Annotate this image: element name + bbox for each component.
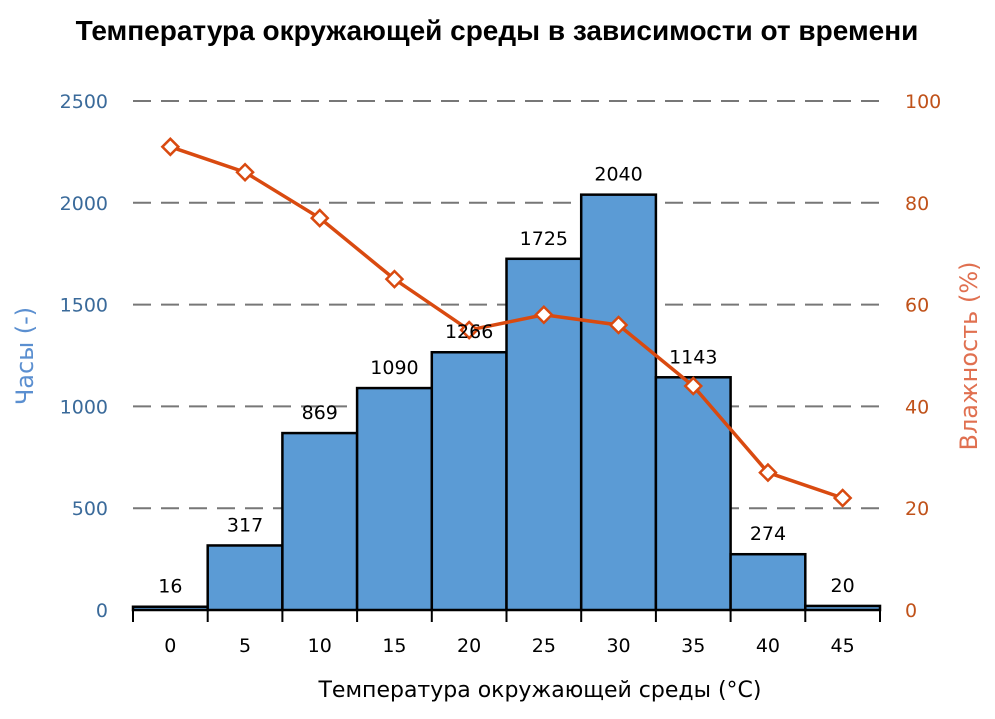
labels: 0500100015002000250002040608010016317869… <box>60 91 942 657</box>
bar <box>579 193 658 612</box>
bar <box>206 544 284 612</box>
humidity-point <box>534 305 554 325</box>
bar <box>729 552 807 612</box>
humidity-point <box>758 462 778 483</box>
humidity-point <box>384 269 405 289</box>
chart-title: Температура окружающей среды в зависимос… <box>76 15 919 46</box>
axes <box>132 609 881 622</box>
y2-tick-label: 100 <box>905 91 941 113</box>
y-axis-label: Часы (-) <box>11 307 39 405</box>
data-label: 274 <box>750 523 786 545</box>
data-label: 317 <box>227 514 263 536</box>
y2-tick-label: 0 <box>905 600 917 622</box>
y-tick-label: 500 <box>72 498 108 520</box>
data-label: 1725 <box>520 228 568 250</box>
y2-tick-label: 60 <box>905 295 929 317</box>
data-label: 1143 <box>669 346 717 368</box>
data-label: 869 <box>302 402 338 424</box>
y-tick-label: 0 <box>96 600 108 622</box>
humidity-line-path <box>169 145 844 500</box>
y-tick-label: 1000 <box>60 396 108 418</box>
x-tick-label: 5 <box>239 635 251 657</box>
humidity-point <box>683 376 704 396</box>
humidity-point <box>832 488 853 508</box>
x-tick-label: 15 <box>382 635 406 657</box>
x-tick-label: 20 <box>457 635 481 657</box>
y-tick-label: 2500 <box>60 91 108 113</box>
humidity-point <box>459 320 479 340</box>
x-tick-label: 0 <box>164 635 176 657</box>
humidity-line <box>160 137 853 508</box>
y2-tick-label: 40 <box>905 396 929 418</box>
bars <box>131 193 882 612</box>
data-label: 16 <box>158 576 182 598</box>
humidity-point <box>309 208 330 228</box>
bar <box>281 431 359 612</box>
y2-tick-label: 20 <box>905 498 929 520</box>
y-tick-label: 2000 <box>60 193 108 215</box>
x-axis-label: Температура окружающей среды (°C) <box>317 678 761 703</box>
bar <box>355 386 434 612</box>
x-tick-label: 25 <box>532 635 556 657</box>
x-tick-label: 45 <box>831 635 855 657</box>
y2-tick-label: 80 <box>905 193 929 215</box>
x-tick-label: 30 <box>606 635 630 657</box>
humidity-point <box>608 315 629 335</box>
bar <box>654 376 732 612</box>
data-label: 1266 <box>445 321 493 343</box>
y-tick-label: 1500 <box>60 295 108 317</box>
y2-axis-label: Влажность (%) <box>955 262 983 451</box>
humidity-point <box>160 137 181 157</box>
x-tick-label: 40 <box>756 635 780 657</box>
x-tick-label: 10 <box>308 635 332 657</box>
data-label: 20 <box>831 575 855 597</box>
humidity-point <box>235 162 255 183</box>
bar <box>430 350 508 612</box>
x-tick-label: 35 <box>681 635 705 657</box>
data-label: 1090 <box>370 357 418 379</box>
data-label: 2040 <box>594 164 642 186</box>
